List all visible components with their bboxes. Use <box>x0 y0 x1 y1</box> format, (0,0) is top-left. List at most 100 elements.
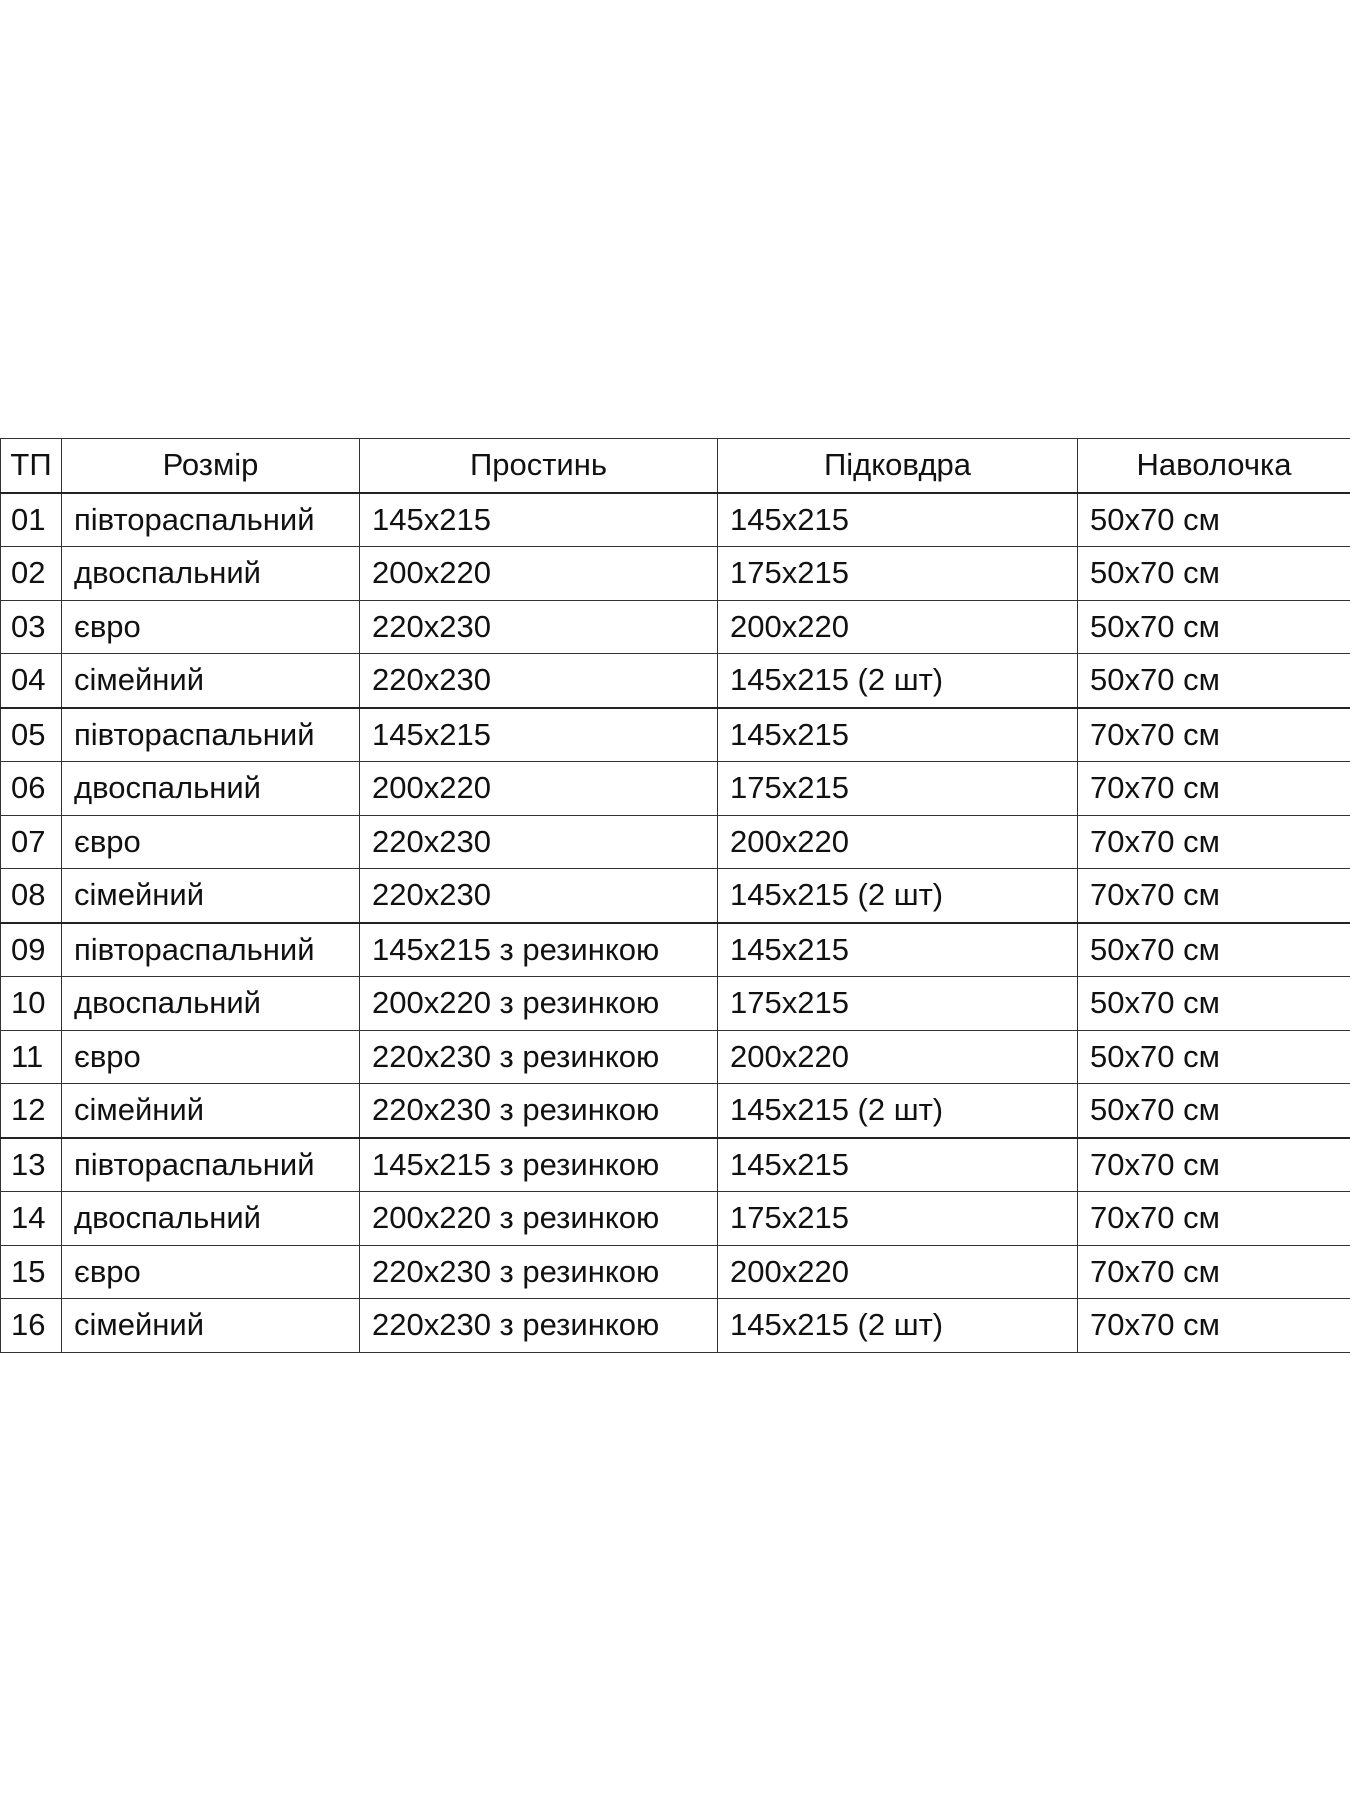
header-duvet-cover: Підковдра <box>717 438 1078 494</box>
size-cell: півтораспальний <box>61 1137 360 1192</box>
table-row: 15 євро 220x230 з резинкою 200x220 70x70 см <box>0 1244 1350 1299</box>
tp-cell: 15 <box>0 1244 62 1299</box>
sheet-cell: 145x215 <box>359 492 718 547</box>
pillowcase-cell: 70x70 см <box>1077 707 1350 762</box>
size-cell: євро <box>61 1244 360 1299</box>
sheet-cell: 220x230 з резинкою <box>359 1029 718 1084</box>
duvet-cover-cell: 145x215 <box>717 492 1078 547</box>
duvet-cover-cell: 175x215 <box>717 976 1078 1031</box>
sheet-cell: 220x230 з резинкою <box>359 1083 718 1139</box>
pillowcase-cell: 70x70 см <box>1077 1137 1350 1192</box>
table-row: 16 сімейний 220x230 з резинкою 145x215 (2 ш… <box>0 1298 1350 1353</box>
duvet-cover-cell: 145x215 <box>717 922 1078 977</box>
table-row: 11 євро 220x230 з резинкою 200x220 50x70 см <box>0 1029 1350 1084</box>
sheet-cell: 200x220 <box>359 761 718 816</box>
duvet-cover-cell: 200x220 <box>717 1244 1078 1299</box>
table-row: 03 євро 220x230 200x220 50x70 см <box>0 599 1350 654</box>
duvet-cover-cell: 175x215 <box>717 761 1078 816</box>
tp-cell: 14 <box>0 1191 62 1246</box>
table-row: 07 євро 220x230 200x220 70x70 см <box>0 814 1350 869</box>
sheet-cell: 200x220 з резинкою <box>359 976 718 1031</box>
duvet-cover-cell: 200x220 <box>717 599 1078 654</box>
pillowcase-cell: 70x70 см <box>1077 1298 1350 1353</box>
pillowcase-cell: 50x70 см <box>1077 1029 1350 1084</box>
size-cell: півтораспальний <box>61 492 360 547</box>
tp-cell: 11 <box>0 1029 62 1084</box>
pillowcase-cell: 70x70 см <box>1077 868 1350 924</box>
duvet-cover-cell: 200x220 <box>717 814 1078 869</box>
table-row: 14 двоспальний 200x220 з резинкою 175x215 70… <box>0 1191 1350 1246</box>
pillowcase-cell: 50x70 см <box>1077 492 1350 547</box>
duvet-cover-cell: 200x220 <box>717 1029 1078 1084</box>
header-row: ТП Розмір Простинь Підковдра Наволочка <box>0 438 1350 494</box>
sheet-cell: 220x230 <box>359 814 718 869</box>
sheet-cell: 220x230 <box>359 599 718 654</box>
tp-cell: 12 <box>0 1083 62 1139</box>
tp-cell: 16 <box>0 1298 62 1353</box>
duvet-cover-cell: 175x215 <box>717 546 1078 601</box>
size-cell: двоспальний <box>61 1191 360 1246</box>
tp-cell: 01 <box>0 492 62 547</box>
sheet-cell: 200x220 з резинкою <box>359 1191 718 1246</box>
table-row: 09 півтораспальний 145x215 з резинкою 145x2… <box>0 922 1350 977</box>
table-row: 13 півтораспальний 145x215 з резинкою 145x2… <box>0 1137 1350 1192</box>
table-row: 05 півтораспальний 145x215 145x215 70x70 см <box>0 707 1350 762</box>
tp-cell: 03 <box>0 599 62 654</box>
pillowcase-cell: 70x70 см <box>1077 1191 1350 1246</box>
tp-cell: 09 <box>0 922 62 977</box>
duvet-cover-cell: 175x215 <box>717 1191 1078 1246</box>
tp-cell: 06 <box>0 761 62 816</box>
duvet-cover-cell: 145x215 <box>717 1137 1078 1192</box>
sheet-cell: 220x230 з резинкою <box>359 1244 718 1299</box>
size-cell: сімейний <box>61 1298 360 1353</box>
table-row: 10 двоспальний 200x220 з резинкою 175x215 50… <box>0 976 1350 1031</box>
pillowcase-cell: 50x70 см <box>1077 976 1350 1031</box>
size-cell: сімейний <box>61 868 360 924</box>
pillowcase-cell: 50x70 см <box>1077 599 1350 654</box>
sheet-cell: 200x220 <box>359 546 718 601</box>
size-cell: двоспальний <box>61 976 360 1031</box>
sheet-cell: 220x230 <box>359 653 718 709</box>
table-row: 12 сімейний 220x230 з резинкою 145x215 (2 ш… <box>0 1083 1350 1139</box>
size-cell: двоспальний <box>61 546 360 601</box>
sheet-cell: 145x215 з резинкою <box>359 1137 718 1192</box>
bedding-size-table: ТП Розмір Простинь Підковдра Наволочка 0… <box>0 438 1350 1353</box>
sheet-cell: 145x215 з резинкою <box>359 922 718 977</box>
table-row: 02 двоспальний 200x220 175x215 50x70 см <box>0 546 1350 601</box>
header-sheet: Простинь <box>359 438 718 494</box>
tp-cell: 07 <box>0 814 62 869</box>
table-row: 04 сімейний 220x230 145x215 (2 шт) 50x70 см <box>0 653 1350 709</box>
header-tp: ТП <box>0 438 62 494</box>
table-row: 08 сімейний 220x230 145x215 (2 шт) 70x70 см <box>0 868 1350 924</box>
tp-cell: 05 <box>0 707 62 762</box>
size-cell: євро <box>61 814 360 869</box>
size-cell: півтораспальний <box>61 922 360 977</box>
size-cell: сімейний <box>61 1083 360 1139</box>
sheet-cell: 220x230 з резинкою <box>359 1298 718 1353</box>
tp-cell: 13 <box>0 1137 62 1192</box>
duvet-cover-cell: 145x215 <box>717 707 1078 762</box>
size-cell: півтораспальний <box>61 707 360 762</box>
size-cell: сімейний <box>61 653 360 709</box>
sheet-cell: 220x230 <box>359 868 718 924</box>
size-cell: євро <box>61 599 360 654</box>
tp-cell: 04 <box>0 653 62 709</box>
duvet-cover-cell: 145x215 (2 шт) <box>717 653 1078 709</box>
duvet-cover-cell: 145x215 (2 шт) <box>717 1083 1078 1139</box>
tp-cell: 08 <box>0 868 62 924</box>
pillowcase-cell: 50x70 см <box>1077 653 1350 709</box>
pillowcase-cell: 50x70 см <box>1077 1083 1350 1139</box>
duvet-cover-cell: 145x215 (2 шт) <box>717 1298 1078 1353</box>
sheet-cell: 145x215 <box>359 707 718 762</box>
pillowcase-cell: 50x70 см <box>1077 546 1350 601</box>
header-pillowcase: Наволочка <box>1077 438 1350 494</box>
size-cell: двоспальний <box>61 761 360 816</box>
tp-cell: 02 <box>0 546 62 601</box>
duvet-cover-cell: 145x215 (2 шт) <box>717 868 1078 924</box>
pillowcase-cell: 70x70 см <box>1077 814 1350 869</box>
tp-cell: 10 <box>0 976 62 1031</box>
pillowcase-cell: 70x70 см <box>1077 1244 1350 1299</box>
header-size: Розмір <box>61 438 360 494</box>
pillowcase-cell: 50x70 см <box>1077 922 1350 977</box>
table-row: 01 півтораспальний 145x215 145x215 50x70 см <box>0 492 1350 547</box>
